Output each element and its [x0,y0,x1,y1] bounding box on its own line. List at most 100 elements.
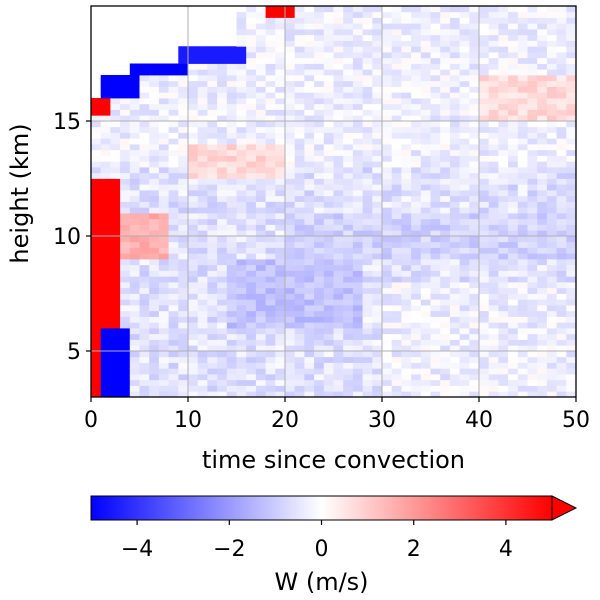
heatmap-cell [517,236,528,243]
heatmap-cell [430,167,441,174]
heatmap-cell [265,362,276,369]
heatmap-cell [246,126,257,133]
heatmap-cell [91,161,102,168]
heatmap-cell [362,201,373,208]
heatmap-cell [391,368,402,375]
heatmap-cell [343,218,354,225]
heatmap-cell [100,379,111,386]
heatmap-cell [343,57,354,64]
heatmap-cell [440,287,451,294]
heatmap-cell [217,351,228,358]
heatmap-cell [110,368,121,375]
heatmap-cell [275,172,286,179]
heatmap-cell [469,103,480,110]
heatmap-cell [449,86,460,93]
heatmap-cell [91,167,102,174]
heatmap-cell [430,247,441,254]
heatmap-cell [255,374,266,381]
y-axis-label: height (km) [6,123,34,263]
heatmap-cell [352,52,363,59]
heatmap-cell [382,299,393,306]
heatmap-cell [449,167,460,174]
heatmap-cell [139,236,150,243]
heatmap-cell [440,253,451,260]
heatmap-cell [352,121,363,128]
heatmap-cell [566,80,577,87]
heatmap-cell [488,144,499,151]
heatmap-cell [343,109,354,116]
heatmap-cell [352,149,363,156]
heatmap-cell [236,207,247,214]
heatmap-cell [537,316,548,323]
heatmap-cell [314,201,325,208]
heatmap-cell [352,328,363,335]
heatmap-cell [314,6,325,13]
heatmap-cell [556,46,567,53]
heatmap-cell [197,126,208,133]
heatmap-cell [158,356,169,363]
heatmap-cell [158,155,169,162]
heatmap-cell [488,293,499,300]
heatmap-cell [285,167,296,174]
heatmap-cell [479,224,490,231]
heatmap-cell [556,63,567,70]
heatmap-cell [556,115,567,122]
heatmap-cell [188,333,199,340]
heatmap-cell [207,172,218,179]
heatmap-cell [556,299,567,306]
heatmap-cell [139,241,150,248]
heatmap-cell [168,310,179,317]
heatmap-cell [556,322,567,329]
heatmap-cell [391,391,402,398]
heatmap-cell [391,23,402,30]
heatmap-cell [91,391,102,398]
heatmap-cell [275,339,286,346]
heatmap-cell [285,293,296,300]
heatmap-cell [158,322,169,329]
heatmap-cell [488,241,499,248]
heatmap-cell [91,109,102,116]
heatmap-cell [430,75,441,82]
heatmap-cell [139,195,150,202]
heatmap-cell [110,264,121,271]
heatmap-cell [479,63,490,70]
heatmap-cell [129,287,140,294]
heatmap-cell [420,115,431,122]
heatmap-cell [449,103,460,110]
heatmap-cell [566,264,577,271]
heatmap-cell [546,379,557,386]
heatmap-cell [420,270,431,277]
heatmap-cell [110,132,121,139]
heatmap-cell [537,351,548,358]
heatmap-cell [207,167,218,174]
heatmap-cell [430,351,441,358]
heatmap-cell [275,230,286,237]
heatmap-cell [217,385,228,392]
heatmap-cell [401,247,412,254]
heatmap-cell [411,207,422,214]
heatmap-cell [129,316,140,323]
heatmap-cell [197,178,208,185]
heatmap-cell [255,282,266,289]
heatmap-cell [546,230,557,237]
heatmap-cell [236,92,247,99]
heatmap-cell [527,17,538,24]
heatmap-cell [304,276,315,283]
heatmap-cell [566,391,577,398]
heatmap-cell [556,178,567,185]
heatmap-cell [197,345,208,352]
heatmap-cell [372,224,383,231]
heatmap-cell [382,34,393,41]
heatmap-cell [304,299,315,306]
heatmap-cell [517,351,528,358]
heatmap-cell [197,213,208,220]
heatmap-cell [178,195,189,202]
heatmap-cell [469,149,480,156]
heatmap-cell [129,224,140,231]
heatmap-cell [333,241,344,248]
heatmap-cell [479,132,490,139]
heatmap-cell [139,80,150,87]
heatmap-cell [430,34,441,41]
heatmap-cell [449,172,460,179]
heatmap-cell [488,132,499,139]
